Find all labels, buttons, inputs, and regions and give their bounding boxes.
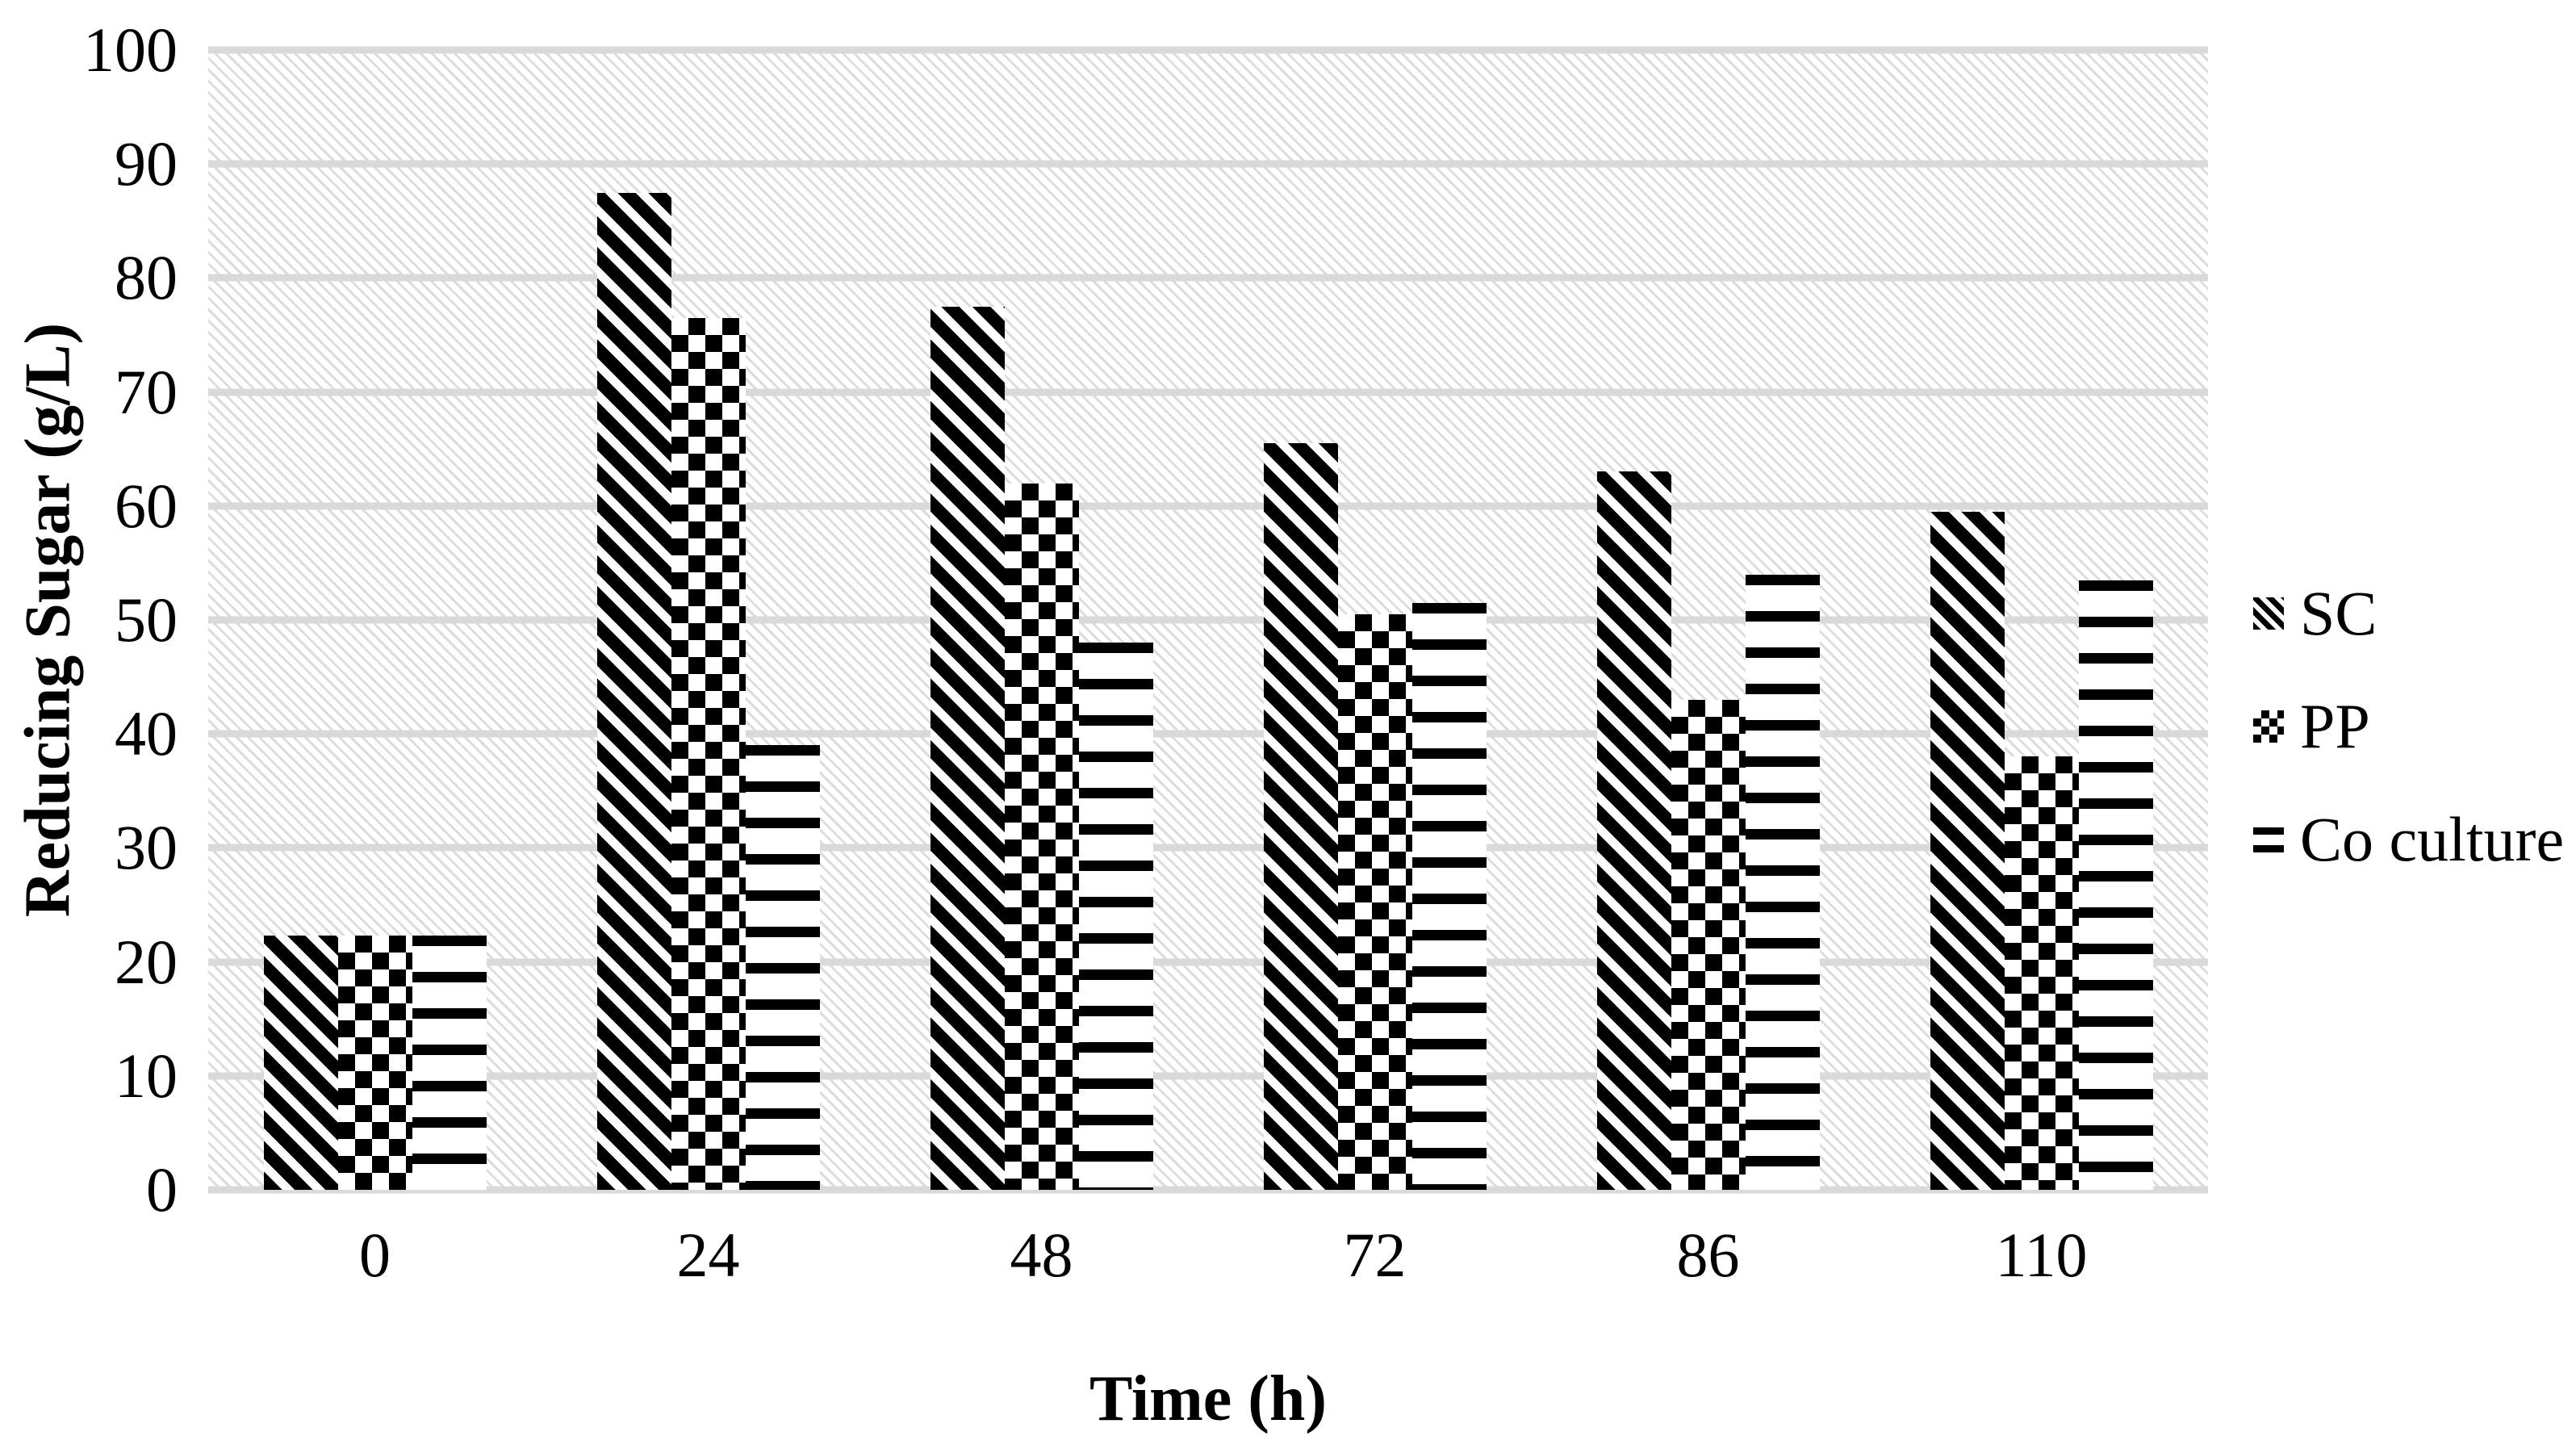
bar-pp	[671, 317, 746, 1190]
x-tick-label: 24	[676, 1220, 740, 1290]
x-tick-label: 86	[1676, 1220, 1740, 1290]
bar-sc	[1596, 471, 1671, 1190]
bar-sc	[1930, 511, 2005, 1190]
x-tick-label: 48	[1010, 1220, 1073, 1290]
bar-sc	[263, 936, 338, 1190]
legend-swatch-checkerboard-icon	[2253, 710, 2284, 743]
bar-co-culture	[412, 936, 487, 1190]
bar-group	[875, 50, 1208, 1190]
bar-group	[208, 50, 542, 1190]
gridline	[208, 1072, 2208, 1080]
legend-label: SC	[2300, 578, 2377, 648]
legend-entry: Co culture	[2253, 803, 2564, 876]
legend: SC PP Co culture	[2253, 577, 2564, 916]
bar-pp	[2004, 756, 2079, 1190]
bar-co-culture	[1078, 643, 1153, 1190]
bar-group	[1541, 50, 1875, 1190]
bar-pp	[1004, 483, 1079, 1190]
x-tick-label: 0	[359, 1220, 391, 1290]
bar-group	[1208, 50, 1541, 1190]
y-tick-label: 50	[115, 584, 178, 655]
bar-sc	[596, 192, 671, 1190]
y-tick-label: 60	[115, 470, 178, 541]
gridline	[208, 502, 2208, 510]
gridline	[208, 958, 2208, 966]
y-tick-label: 100	[83, 15, 178, 85]
y-tick-label: 30	[115, 812, 178, 883]
y-tick-label: 40	[115, 698, 178, 769]
y-axis-ticks: 0 10 20 30 40 50 60 70 80 90 100	[0, 19, 178, 1221]
gridline	[208, 616, 2208, 624]
bar-sc	[930, 306, 1005, 1190]
gridline	[208, 274, 2208, 282]
bar-pp	[1337, 613, 1412, 1190]
y-tick-label: 80	[115, 242, 178, 313]
y-tick-label: 70	[115, 356, 178, 427]
x-axis-title: Time (h)	[1089, 1363, 1328, 1434]
y-tick-label: 20	[115, 926, 178, 997]
legend-entry: SC	[2253, 577, 2564, 650]
bar-co-culture	[1411, 602, 1487, 1190]
bar-groups	[208, 50, 2208, 1190]
x-tick-label: 72	[1343, 1220, 1407, 1290]
y-tick-label: 0	[146, 1154, 178, 1225]
y-tick-label: 10	[115, 1040, 178, 1111]
y-tick-label: 90	[115, 128, 178, 199]
gridline	[208, 730, 2208, 738]
bar-pp	[1671, 699, 1746, 1190]
bar-sc	[1263, 443, 1338, 1190]
legend-swatch-horizontal-lines-icon	[2253, 823, 2284, 856]
legend-entry: PP	[2253, 690, 2564, 763]
legend-swatch-diagonal-stripes-icon	[2253, 597, 2284, 630]
legend-label: PP	[2300, 691, 2370, 761]
gridline	[208, 388, 2208, 396]
x-axis-ticks: 0 24 48 72 86 110	[208, 1207, 2208, 1304]
gridline	[208, 160, 2208, 168]
gridline	[208, 1186, 2208, 1194]
bar-pp	[337, 936, 412, 1190]
bar-co-culture	[745, 745, 820, 1190]
plot-area	[208, 46, 2208, 1194]
bar-group	[1875, 50, 2208, 1190]
bar-group	[542, 50, 875, 1190]
bar-co-culture	[2078, 580, 2153, 1190]
gridline	[208, 844, 2208, 852]
x-tick-label: 110	[1995, 1220, 2088, 1290]
gridline	[208, 46, 2208, 54]
legend-label: Co culture	[2300, 804, 2565, 874]
bar-co-culture	[1745, 574, 1820, 1190]
